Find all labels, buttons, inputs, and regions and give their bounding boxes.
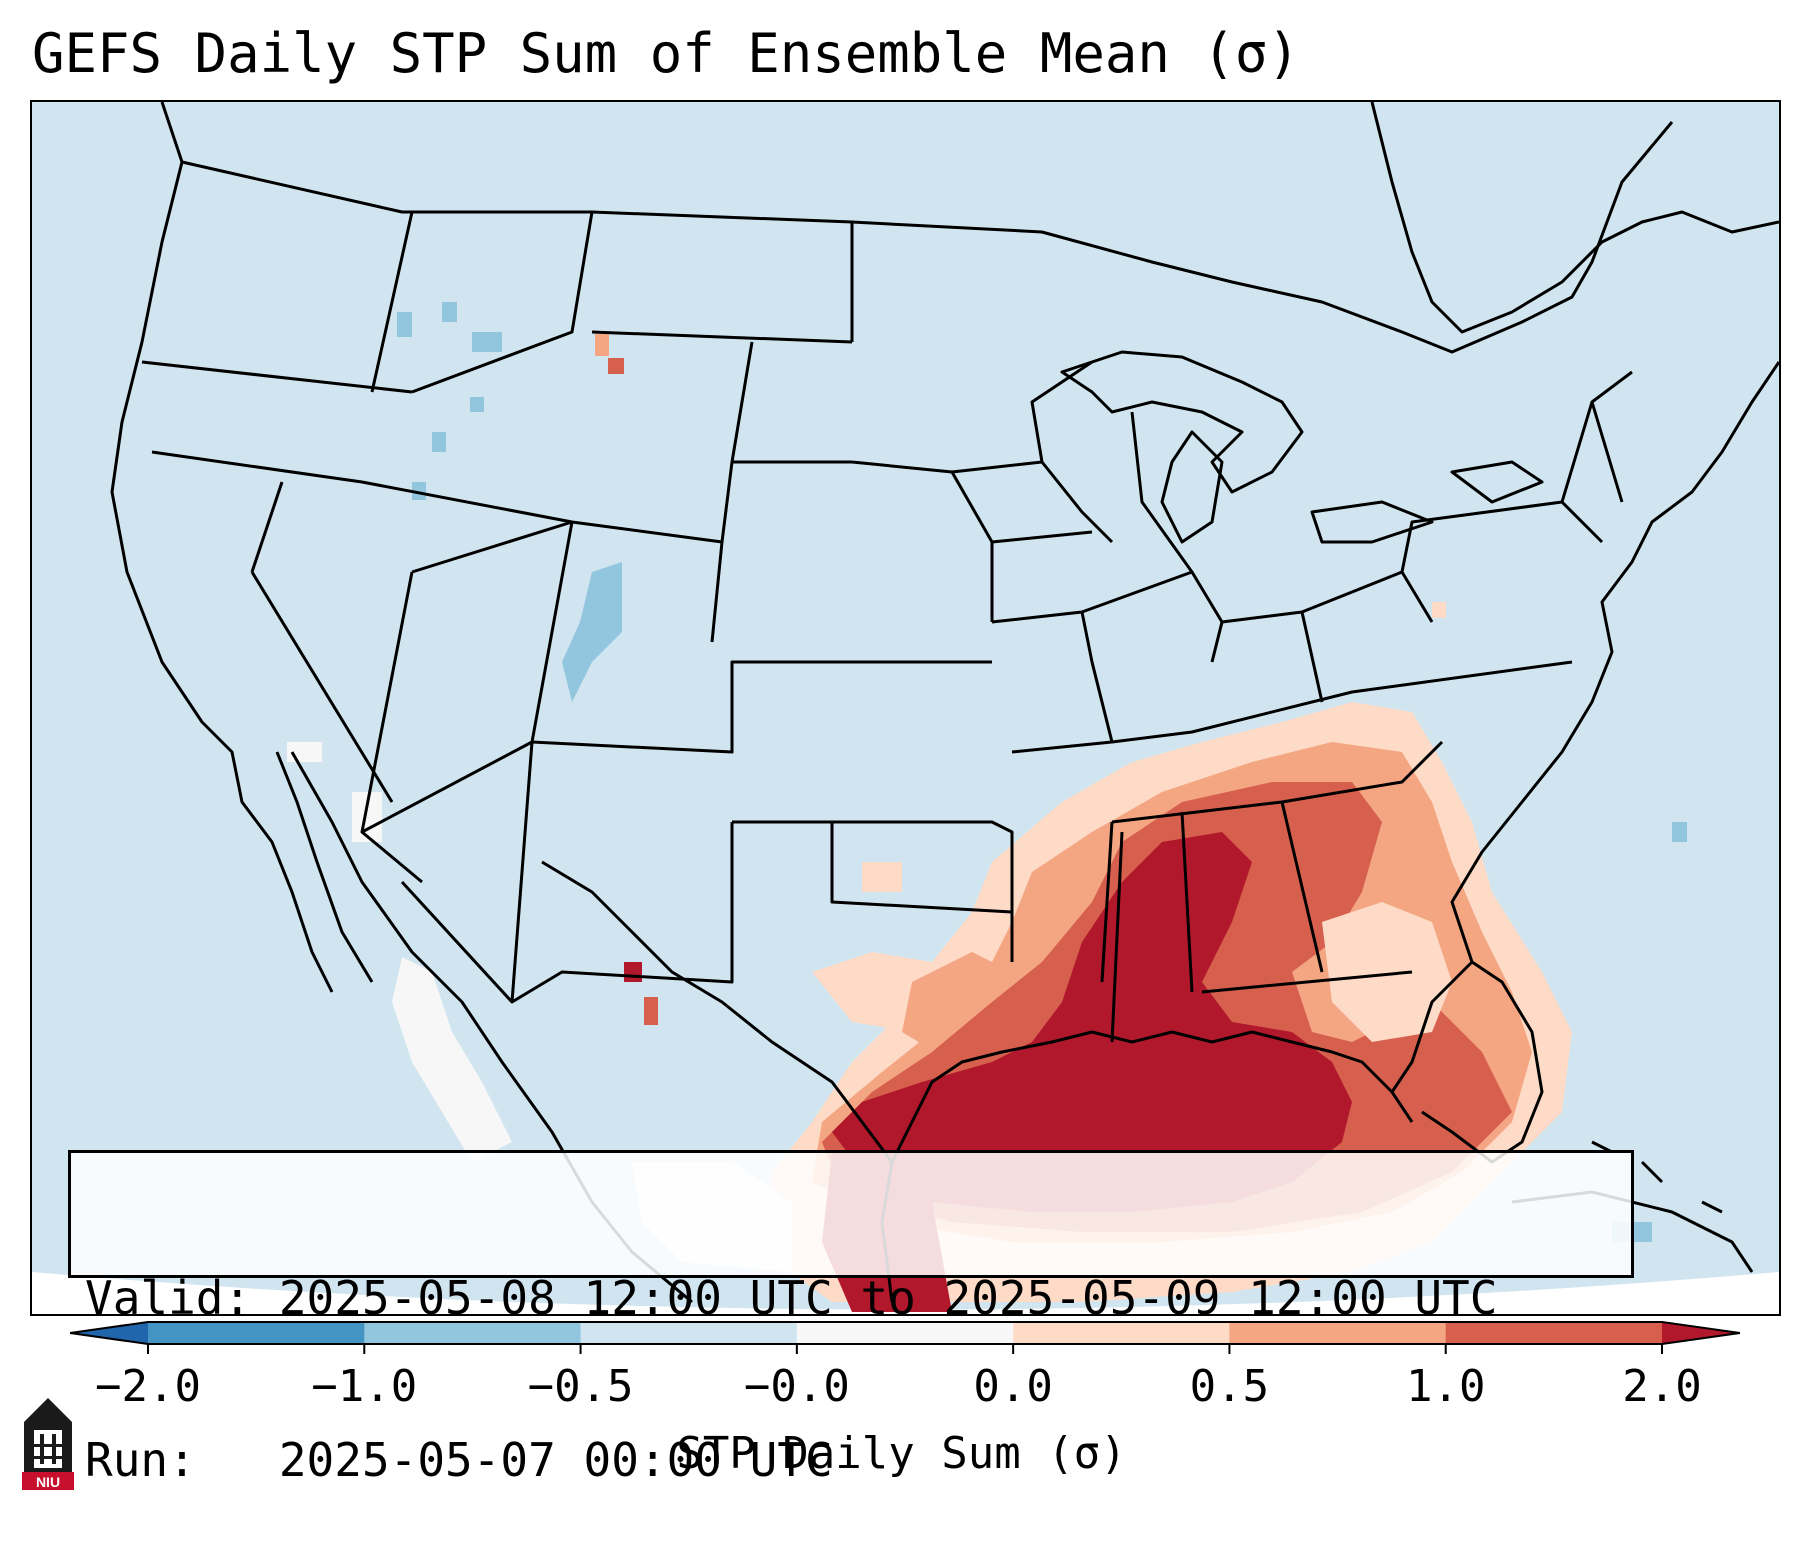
cell xyxy=(1432,602,1446,618)
canada-shoreline xyxy=(1370,102,1779,334)
mexico-west-coast xyxy=(290,751,594,1203)
niu-logo: NIU xyxy=(22,1398,74,1490)
colorbar-tick-label: −0.0 xyxy=(743,1361,850,1412)
colorbar-tick-label: −0.5 xyxy=(527,1361,634,1412)
great-lakes xyxy=(1060,350,1544,544)
cell xyxy=(595,334,609,356)
cell xyxy=(862,862,902,892)
baja-peninsula xyxy=(275,751,374,983)
rio-grande xyxy=(541,860,894,1163)
state-lines xyxy=(141,211,1633,1043)
map-panel xyxy=(30,100,1781,1316)
colorbar-tick-label: 0.0 xyxy=(973,1361,1053,1412)
colorbar-label: STP Daily Sum (σ) xyxy=(676,1428,1127,1479)
colorbar-tick-label: 1.0 xyxy=(1405,1361,1486,1412)
pacific-coast xyxy=(110,161,334,993)
colorbar-bin xyxy=(1229,1322,1447,1344)
logo-text: NIU xyxy=(36,1474,60,1490)
colorbar-extend-low xyxy=(70,1322,148,1344)
run-time-line: Run: 2025-05-07 00:00 UTC xyxy=(85,1433,833,1487)
colorbar-tick-label: 0.5 xyxy=(1189,1361,1270,1412)
cell xyxy=(644,997,658,1025)
colorbar-tick-label: −2.0 xyxy=(95,1361,201,1412)
us-canada-border xyxy=(160,102,1674,354)
colorbar-bin xyxy=(1013,1322,1230,1344)
valid-time-line: Valid: 2025-05-08 12:00 UTC to 2025-05-0… xyxy=(85,1271,1498,1325)
colorbar-tick-label: 2.0 xyxy=(1622,1361,1702,1412)
colorbar-bin xyxy=(364,1322,582,1344)
colorbar-tick-label: −1.0 xyxy=(311,1361,418,1412)
colorbar-bin xyxy=(148,1322,365,1344)
validity-info-box: Valid: 2025-05-08 12:00 UTC to 2025-05-0… xyxy=(68,1150,1634,1487)
field-near-zero-pac xyxy=(287,742,382,842)
field-near-zero-west xyxy=(392,957,512,1162)
map-canvas xyxy=(32,102,1779,1312)
cell xyxy=(624,962,642,982)
university-tower-icon xyxy=(24,1398,72,1474)
colorbar-bin xyxy=(580,1322,798,1344)
colorbar-extend-high xyxy=(1662,1322,1740,1344)
cell xyxy=(608,358,624,374)
colorbar-bin xyxy=(1445,1322,1663,1344)
field-light-pocket xyxy=(1322,902,1452,1042)
atlantic-coast xyxy=(1450,361,1779,963)
field-strong-positive xyxy=(832,832,1352,1212)
map-title: GEFS Daily STP Sum of Ensemble Mean (σ) xyxy=(32,22,1300,85)
colorbar-bin xyxy=(796,1322,1014,1344)
colorbar xyxy=(70,1321,1740,1354)
gulf-coast xyxy=(890,1030,1414,1163)
